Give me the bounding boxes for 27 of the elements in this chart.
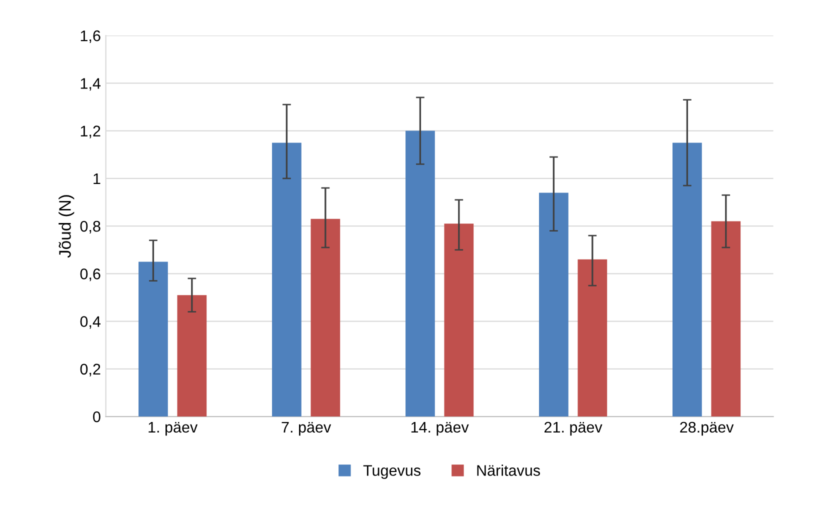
legend-label: Näritavus <box>477 464 540 476</box>
y-axis-title: Jõud (N) <box>58 195 74 258</box>
y-tick-label: 0,2 <box>80 364 100 376</box>
y-tick-label: 1,2 <box>80 126 100 138</box>
bar <box>444 224 474 417</box>
bar <box>406 130 435 417</box>
x-tick-label: 7. päev <box>282 422 332 436</box>
x-tick-label: 28.päev <box>680 422 734 436</box>
y-tick-label: 0,4 <box>80 316 101 329</box>
legend-label: Tugevus <box>363 465 420 479</box>
bar <box>539 192 568 417</box>
y-tick-label: 1,6 <box>80 30 100 44</box>
bar <box>578 259 608 417</box>
y-tick-label: 1,4 <box>80 78 101 91</box>
bar <box>272 142 302 417</box>
bar <box>711 221 741 417</box>
bar <box>138 262 168 417</box>
bar <box>310 218 340 417</box>
x-tick-label: 1. päev <box>148 422 198 436</box>
bar <box>177 295 207 417</box>
y-tick-label: 1 <box>94 173 100 184</box>
bar <box>672 142 702 417</box>
y-tick-label: 0,6 <box>80 268 100 282</box>
y-tick-label: 0,8 <box>80 220 100 234</box>
y-tick-label: 0 <box>93 411 100 422</box>
x-tick-label: 14. päev <box>411 422 469 436</box>
x-tick-label: 21. päev <box>544 422 602 436</box>
